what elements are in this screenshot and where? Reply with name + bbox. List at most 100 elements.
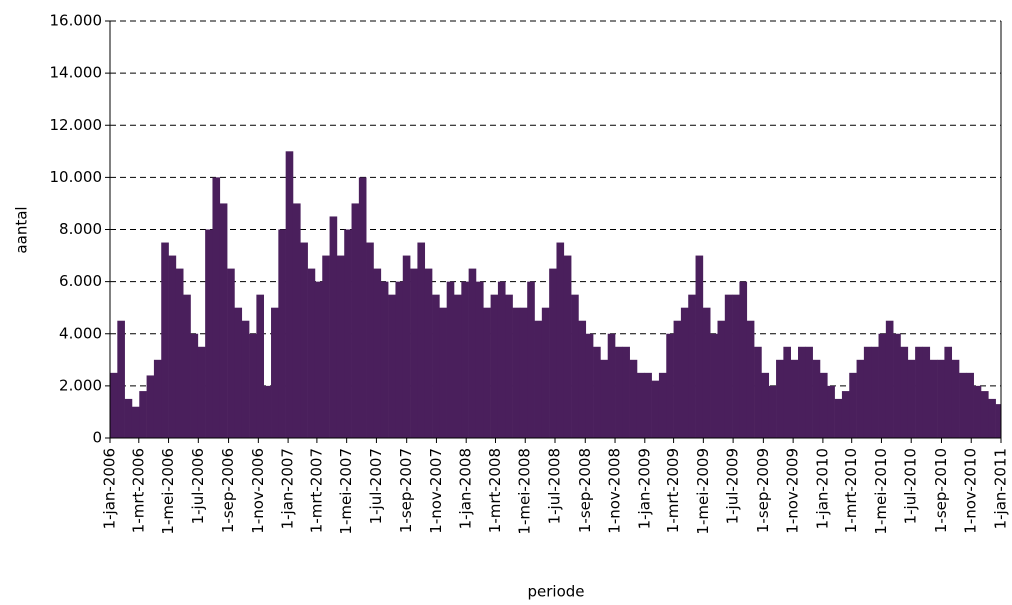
- x-tick-label: 1-jan-2007: [279, 448, 297, 529]
- bar: [219, 203, 228, 438]
- bar: [322, 255, 330, 438]
- bar: [131, 406, 140, 438]
- bar: [124, 398, 133, 438]
- bar: [783, 346, 791, 438]
- x-tick-label: 1-jan-2008: [457, 448, 475, 529]
- bar: [205, 229, 213, 438]
- x-tick-label: 1-mei-2008: [516, 448, 534, 535]
- x-tick-label: 1-jul-2010: [902, 448, 920, 524]
- x-tick-label: 1-nov-2006: [249, 448, 267, 534]
- bar: [878, 333, 887, 438]
- x-tick-label: 1-jul-2007: [367, 448, 385, 524]
- bar: [468, 268, 477, 438]
- bar: [183, 294, 191, 438]
- bar: [636, 372, 645, 438]
- bar: [300, 242, 308, 438]
- y-tick-label: 12.000: [50, 116, 103, 134]
- bar: [578, 320, 587, 438]
- bar: [571, 294, 579, 438]
- x-tick-label: 1-jan-2011: [992, 448, 1010, 529]
- x-tick-label: 1-mei-2006: [159, 448, 177, 535]
- bar: [475, 281, 484, 438]
- bar: [622, 346, 630, 438]
- bar: [549, 268, 557, 438]
- y-axis-title: aantal: [13, 206, 31, 253]
- x-tick-label: 1-sep-2009: [754, 448, 772, 533]
- bar: [922, 346, 931, 438]
- x-tick-label: 1-nov-2010: [962, 448, 980, 534]
- bar: [227, 268, 235, 438]
- x-tick-label: 1-jan-2010: [813, 448, 831, 529]
- bar: [110, 372, 118, 438]
- bar: [915, 346, 923, 438]
- bar: [139, 391, 147, 438]
- bar: [593, 346, 601, 438]
- bar: [454, 294, 462, 438]
- bar: [768, 385, 777, 438]
- y-tick-label: 6.000: [59, 272, 102, 290]
- bar: [834, 398, 843, 438]
- bar: [461, 281, 469, 438]
- bar: [695, 255, 704, 438]
- bar: [805, 346, 813, 438]
- x-tick-label: 1-jul-2009: [724, 448, 742, 524]
- bar: [812, 359, 821, 438]
- bar: [966, 372, 974, 438]
- x-tick-label: 1-mrt-2006: [129, 448, 147, 533]
- bar: [263, 385, 272, 438]
- bar: [344, 229, 352, 438]
- x-tick-label: 1-jan-2009: [635, 448, 653, 529]
- bar: [607, 333, 616, 438]
- bar: [161, 242, 169, 438]
- x-tick-label: 1-jul-2006: [189, 448, 207, 524]
- bar: [336, 255, 345, 438]
- bar: [929, 359, 938, 438]
- bar: [629, 359, 638, 438]
- bar: [717, 320, 726, 438]
- bar: [776, 359, 784, 438]
- bar: [307, 268, 316, 438]
- bar: [153, 359, 162, 438]
- x-tick-label: 1-mrt-2009: [664, 448, 682, 533]
- bar: [388, 294, 396, 438]
- bar: [973, 385, 982, 438]
- bar: [798, 346, 806, 438]
- bar: [680, 307, 689, 438]
- bar: [446, 281, 455, 438]
- bar: [937, 359, 945, 438]
- bar: [951, 359, 960, 438]
- bar: [995, 404, 1002, 438]
- y-tick-label: 2.000: [59, 376, 102, 394]
- bar: [534, 320, 543, 438]
- bar: [197, 346, 206, 438]
- x-tick-label: 1-sep-2010: [932, 448, 950, 533]
- bar: [702, 307, 711, 438]
- bar: [271, 307, 279, 438]
- bar: [673, 320, 682, 438]
- bar: [292, 203, 301, 438]
- bar: [944, 346, 953, 438]
- bar: [278, 229, 286, 438]
- bar: [366, 242, 374, 438]
- x-tick-label: 1-nov-2007: [427, 448, 445, 534]
- x-tick-label: 1-sep-2007: [397, 448, 415, 533]
- bar: [329, 216, 338, 438]
- x-tick-label: 1-mei-2007: [337, 448, 355, 535]
- bar: [563, 255, 572, 438]
- bar: [980, 391, 989, 438]
- bar: [724, 294, 733, 438]
- bar: [754, 346, 762, 438]
- x-tick-label: 1-mrt-2007: [307, 448, 325, 533]
- bar: [483, 307, 491, 438]
- bar: [988, 398, 996, 438]
- bar: [885, 320, 894, 438]
- x-axis-title: periode: [527, 583, 584, 601]
- bar: [739, 281, 748, 438]
- bar: [410, 268, 418, 438]
- bar: [512, 307, 521, 438]
- x-tick-label: 1-sep-2006: [219, 448, 237, 533]
- bar: [380, 281, 389, 438]
- bar: [658, 372, 667, 438]
- bar: [871, 346, 879, 438]
